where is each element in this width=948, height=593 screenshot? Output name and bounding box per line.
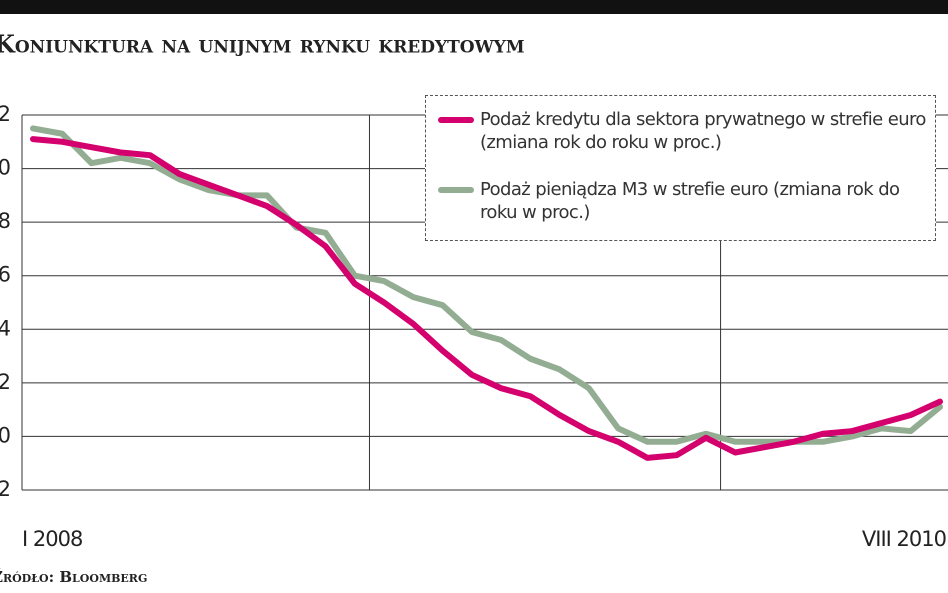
y-tick-label: 10 xyxy=(0,156,10,180)
y-tick-label: -2 xyxy=(0,477,10,501)
x-tick-label: I 2008 xyxy=(22,527,82,551)
legend-item: Podaż pieniądza M3 w strefie euro (zmian… xyxy=(438,178,935,224)
y-tick-label: 0 xyxy=(0,423,10,447)
y-tick-label: 8 xyxy=(0,209,10,233)
chart-title: Koniunktura na unijnym rynku kredytowym xyxy=(0,30,525,59)
y-tick-label: 4 xyxy=(0,316,11,340)
legend: Podaż kredytu dla sektora prywatnego w s… xyxy=(425,95,936,241)
top-bar xyxy=(0,0,948,14)
legend-swatch xyxy=(438,187,474,193)
y-tick-label: 6 xyxy=(0,263,11,287)
legend-swatch xyxy=(438,117,474,123)
x-tick-label: VIII 2010 xyxy=(862,527,946,551)
y-tick-label: 12 xyxy=(0,102,10,126)
source: Źródło: Bloomberg xyxy=(0,568,147,586)
legend-label: Podaż pieniądza M3 w strefie euro (zmian… xyxy=(480,179,900,223)
legend-item: Podaż kredytu dla sektora prywatnego w s… xyxy=(438,108,935,154)
y-tick-label: 2 xyxy=(0,370,10,394)
legend-label: Podaż kredytu dla sektora prywatnego w s… xyxy=(480,109,926,153)
series-line xyxy=(30,136,943,461)
